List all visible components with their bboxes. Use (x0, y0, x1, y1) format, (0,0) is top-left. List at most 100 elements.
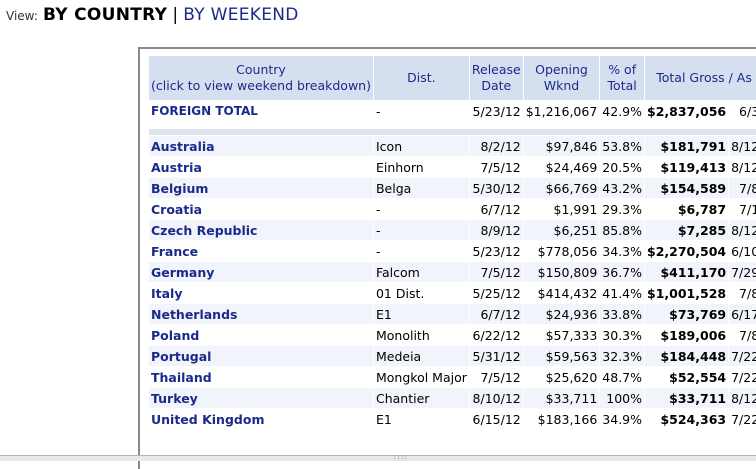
cell-release: 7/5/12 (469, 157, 523, 177)
country-gross-table: Country (click to view weekend breakdown… (148, 55, 756, 430)
cell-gross: $189,006 (645, 325, 729, 345)
cell-asof: 8/12/12 (729, 220, 756, 240)
table-row: Poland Monolith 6/22/12 $57,333 30.3% $189,00… (149, 325, 756, 345)
cell-asof: 8/12/12 (729, 388, 756, 408)
cell-pct: 53.8% (600, 136, 645, 156)
header-percent-total[interactable]: % of Total (600, 56, 645, 100)
cell-pct: 48.7% (600, 367, 645, 387)
cell-asof: 7/22/12 (729, 346, 756, 366)
cell-asof: 7/8/12 (729, 325, 756, 345)
header-release-date[interactable]: Release Date (469, 56, 523, 100)
view-by-weekend-link[interactable]: BY WEEKEND (183, 5, 299, 25)
cell-gross: $184,448 (645, 346, 729, 366)
total-country[interactable]: FOREIGN TOTAL (149, 101, 373, 121)
country-link[interactable]: Germany (149, 262, 373, 282)
cell-pct: 30.3% (600, 325, 645, 345)
country-link[interactable]: Portugal (149, 346, 373, 366)
country-rows: Australia Icon 8/2/12 $97,846 53.8% $181,791 8… (149, 136, 756, 429)
table-row: France -5/23/12 $778,056 34.3% $2,270,504 6/1… (149, 241, 756, 261)
country-link[interactable]: Austria (149, 157, 373, 177)
cell-gross: $7,285 (645, 220, 729, 240)
header-opening-line1: Opening (535, 62, 588, 77)
cell-opening: $183,166 (523, 409, 600, 429)
table-row: Germany Falcom 7/5/12 $150,809 36.7% $411,170… (149, 262, 756, 282)
cell-asof: 8/12/12 (729, 157, 756, 177)
divider-row (149, 129, 756, 135)
table-row: Austria Einhorn 7/5/12 $24,469 20.5% $119,413… (149, 157, 756, 177)
cell-release: 5/30/12 (469, 178, 523, 198)
cell-asof: 7/22/12 (729, 367, 756, 387)
cell-pct: 34.9% (600, 409, 645, 429)
header-country-title: Country (236, 62, 286, 77)
table-row: Czech Republic -8/9/12 $6,251 85.8% $7,285 8/… (149, 220, 756, 240)
country-link[interactable]: Australia (149, 136, 373, 156)
cell-dist: - (373, 241, 469, 261)
cell-asof: 6/17/12 (729, 304, 756, 324)
total-asof: 6/3/12 (729, 101, 756, 121)
cell-opening: $1,991 (523, 199, 600, 219)
cell-pct: 85.8% (600, 220, 645, 240)
spacer-row (149, 122, 756, 128)
cell-opening: $25,620 (523, 367, 600, 387)
country-link[interactable]: Croatia (149, 199, 373, 219)
header-opening-line2: Wknd (543, 78, 580, 93)
cell-pct: 43.2% (600, 178, 645, 198)
table-row: Belgium Belga 5/30/12 $66,769 43.2% $154,589 7… (149, 178, 756, 198)
country-link[interactable]: Poland (149, 325, 373, 345)
header-pct-line1: % of (608, 62, 637, 77)
country-link[interactable]: Italy (149, 283, 373, 303)
cell-asof: 7/8/12 (729, 283, 756, 303)
cell-dist: - (373, 220, 469, 240)
cell-opening: $24,936 (523, 304, 600, 324)
cell-pct: 29.3% (600, 199, 645, 219)
view-by-country-current: BY COUNTRY (42, 5, 168, 25)
cell-dist: Icon (373, 136, 469, 156)
cell-pct: 36.7% (600, 262, 645, 282)
cell-pct: 34.3% (600, 241, 645, 261)
cell-pct: 100% (600, 388, 645, 408)
cell-opening: $57,333 (523, 325, 600, 345)
results-panel: Country (click to view weekend breakdown… (138, 47, 756, 469)
cell-gross: $524,363 (645, 409, 729, 429)
cell-opening: $778,056 (523, 241, 600, 261)
cell-dist: E1 (373, 304, 469, 324)
country-link[interactable]: France (149, 241, 373, 261)
divider-cell (149, 129, 756, 135)
country-link[interactable]: Netherlands (149, 304, 373, 324)
cell-dist: Mongkol Major (373, 367, 469, 387)
total-release: 5/23/12 (469, 101, 523, 121)
cell-opening: $66,769 (523, 178, 600, 198)
cell-opening: $59,563 (523, 346, 600, 366)
resize-grip-icon[interactable]: :::: (393, 454, 408, 461)
cell-dist: Medeia (373, 346, 469, 366)
header-dist[interactable]: Dist. (373, 56, 469, 100)
cell-release: 5/31/12 (469, 346, 523, 366)
total-pct: 42.9% (600, 101, 645, 121)
cell-release: 6/7/12 (469, 199, 523, 219)
cell-asof: 7/22/12 (729, 409, 756, 429)
cell-opening: $6,251 (523, 220, 600, 240)
cell-pct: 32.3% (600, 346, 645, 366)
header-total-gross-as-of[interactable]: Total Gross / As Of (645, 56, 756, 100)
country-link[interactable]: Czech Republic (149, 220, 373, 240)
header-country[interactable]: Country (click to view weekend breakdown… (149, 56, 373, 100)
cell-gross: $1,001,528 (645, 283, 729, 303)
table-row: Australia Icon 8/2/12 $97,846 53.8% $181,791 8… (149, 136, 756, 156)
header-release-line2: Date (481, 78, 512, 93)
header-opening-weekend[interactable]: Opening Wknd (523, 56, 600, 100)
foreign-total-row: FOREIGN TOTAL - 5/23/12 $1,216,067 42.9%… (149, 101, 756, 121)
view-separator: | (172, 5, 179, 25)
country-link[interactable]: United Kingdom (149, 409, 373, 429)
cell-asof: 7/29/12 (729, 262, 756, 282)
country-link[interactable]: Turkey (149, 388, 373, 408)
header-release-line1: Release (471, 62, 521, 77)
view-selector: View: BY COUNTRY | BY WEEKEND (6, 5, 299, 25)
country-link[interactable]: Belgium (149, 178, 373, 198)
cell-opening: $150,809 (523, 262, 600, 282)
cell-dist: Belga (373, 178, 469, 198)
country-link[interactable]: Thailand (149, 367, 373, 387)
cell-pct: 33.8% (600, 304, 645, 324)
cell-gross: $2,270,504 (645, 241, 729, 261)
cell-gross: $6,787 (645, 199, 729, 219)
cell-release: 8/10/12 (469, 388, 523, 408)
